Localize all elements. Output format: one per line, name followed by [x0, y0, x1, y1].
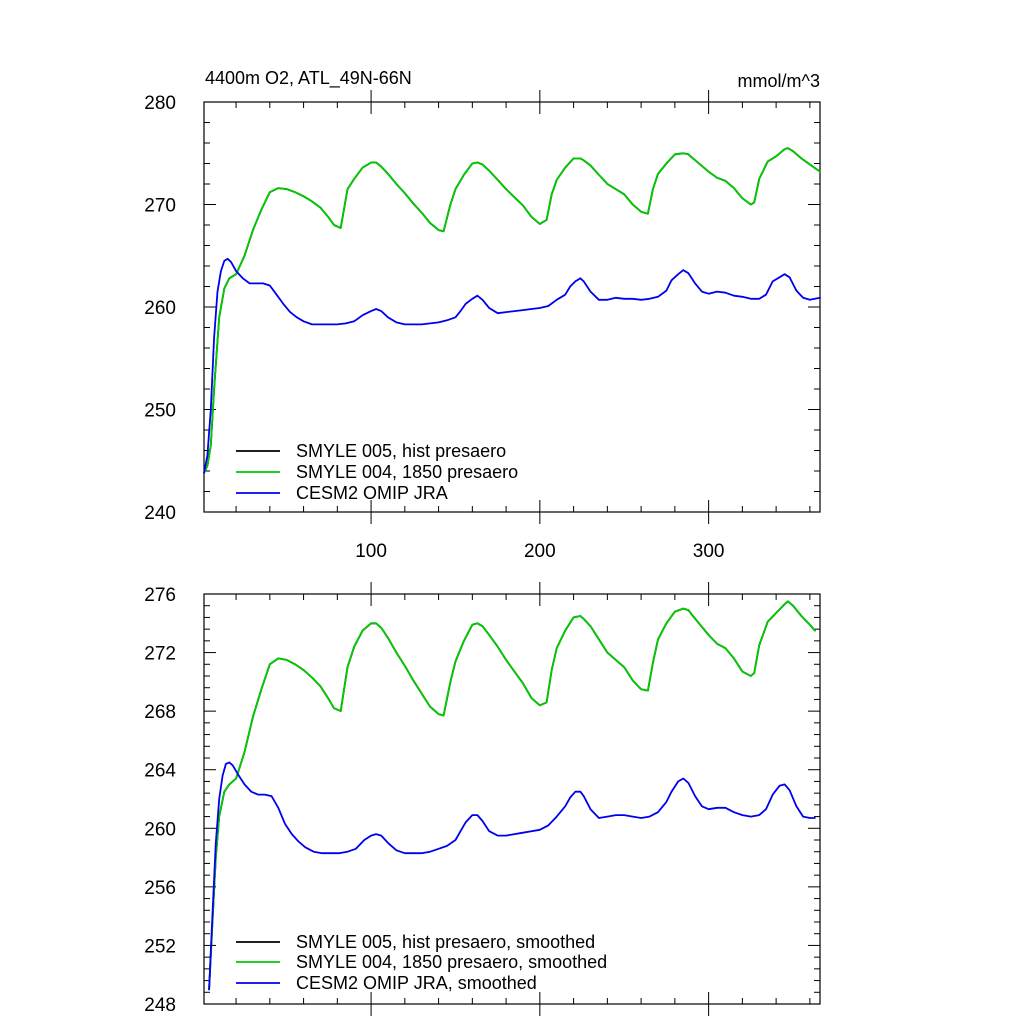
top-panel-title: 4400m O2, ATL_49N-66N: [205, 68, 412, 89]
bottom-panel-lines: [208, 600, 816, 991]
plot-frame: [203, 593, 821, 1005]
y-tick-label: 276: [144, 585, 176, 606]
series-line-1: [208, 600, 816, 991]
y-tick-label: 270: [144, 196, 176, 217]
bottom-panel-legend: SMYLE 005, hist presaero, smoothed SMYLE…: [236, 932, 607, 993]
top-panel-lines: [203, 147, 821, 474]
y-tick-label: 252: [144, 936, 176, 957]
x-tick-label: 100: [355, 541, 387, 562]
x-tick-label: 200: [524, 541, 556, 562]
y-tick-label: 264: [144, 761, 176, 782]
y-tick-label: 280: [144, 93, 176, 114]
legend-label-cesm2: CESM2 OMIP JRA: [296, 483, 448, 503]
top-panel-axes: 240 250 260 270 280 100 200 300: [144, 90, 821, 562]
top-panel-units: mmol/m^3: [738, 71, 820, 91]
series-line-2: [208, 761, 816, 991]
y-tick-label: 260: [144, 819, 176, 840]
legend-label-smyle005-smoothed: SMYLE 005, hist presaero, smoothed: [296, 932, 595, 952]
y-tick-label: 248: [144, 995, 176, 1016]
y-tick-label: 256: [144, 878, 176, 899]
x-tick-label: 300: [693, 541, 725, 562]
series-line-1: [203, 147, 821, 474]
legend-label-smyle004-smoothed: SMYLE 004, 1850 presaero, smoothed: [296, 952, 607, 972]
y-tick-label: 240: [144, 503, 176, 524]
y-tick-label: 268: [144, 702, 176, 723]
bottom-panel: 248 252 256 260 264 268 272 276 SMYLE 005, hist…: [144, 582, 821, 1016]
legend-label-cesm2-smoothed: CESM2 OMIP JRA, smoothed: [296, 973, 537, 993]
top-panel: 4400m O2, ATL_49N-66N mmol/m^3 240 250 260…: [144, 68, 821, 562]
legend-label-smyle004: SMYLE 004, 1850 presaero: [296, 462, 518, 482]
series-line-2: [203, 257, 821, 474]
y-tick-label: 250: [144, 401, 176, 422]
legend-label-smyle005: SMYLE 005, hist presaero: [296, 441, 506, 461]
bottom-panel-axes: 248 252 256 260 264 268 272 276: [144, 582, 821, 1016]
y-tick-label: 260: [144, 298, 176, 319]
y-tick-label: 272: [144, 644, 176, 665]
top-panel-legend: SMYLE 005, hist presaero SMYLE 004, 1850…: [236, 441, 518, 503]
